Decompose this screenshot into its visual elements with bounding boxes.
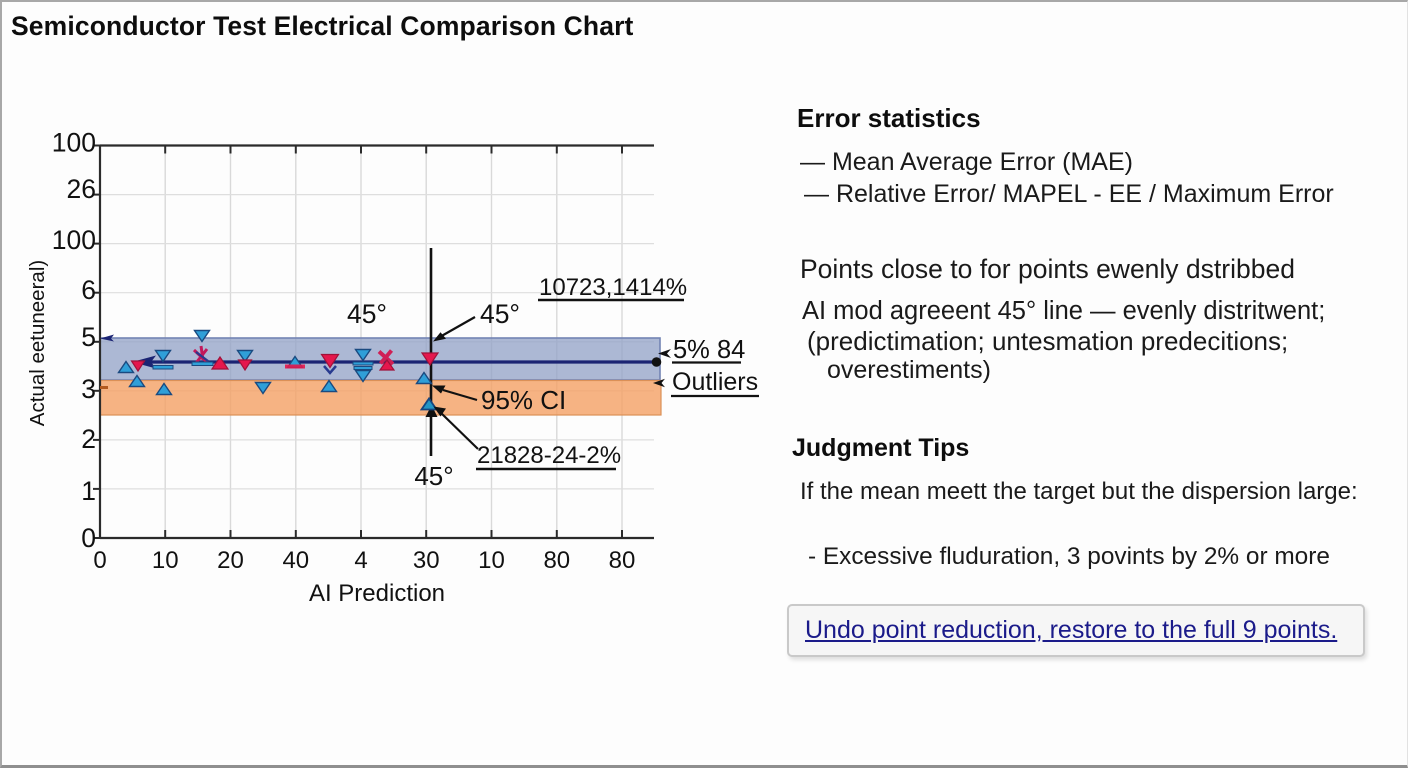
svg-text:20: 20 <box>217 547 244 574</box>
svg-text:30: 30 <box>413 547 440 574</box>
svg-text:Actual eetuneeral): Actual eetuneeral) <box>26 260 49 426</box>
svg-text:26: 26 <box>67 174 96 204</box>
svg-text:1: 1 <box>81 476 96 506</box>
svg-text:AI Prediction: AI Prediction <box>309 580 445 607</box>
svg-text:21828-24-2%: 21828-24-2% <box>477 442 621 469</box>
svg-text:40: 40 <box>282 547 309 574</box>
svg-text:2: 2 <box>81 424 96 454</box>
svg-text:10723,1414%: 10723,1414% <box>539 274 687 301</box>
svg-text:0: 0 <box>93 547 106 574</box>
svg-text:80: 80 <box>543 547 570 574</box>
svg-text:45°: 45° <box>480 299 520 329</box>
svg-text:10: 10 <box>152 547 179 574</box>
svg-text:100: 100 <box>52 225 96 255</box>
svg-text:10: 10 <box>478 547 505 574</box>
svg-text:Outliers: Outliers <box>672 368 758 396</box>
svg-text:80: 80 <box>609 547 636 574</box>
svg-text:3: 3 <box>81 374 96 404</box>
svg-text:45°: 45° <box>347 299 387 329</box>
svg-text:4: 4 <box>354 547 367 574</box>
svg-text:45°: 45° <box>414 461 453 491</box>
svg-text:100: 100 <box>52 128 96 158</box>
svg-text:95% CI: 95% CI <box>481 385 566 415</box>
svg-text:6: 6 <box>81 275 96 305</box>
svg-text:0: 0 <box>81 523 96 553</box>
svg-text:5: 5 <box>81 322 96 352</box>
svg-text:5% 84: 5% 84 <box>673 336 745 364</box>
